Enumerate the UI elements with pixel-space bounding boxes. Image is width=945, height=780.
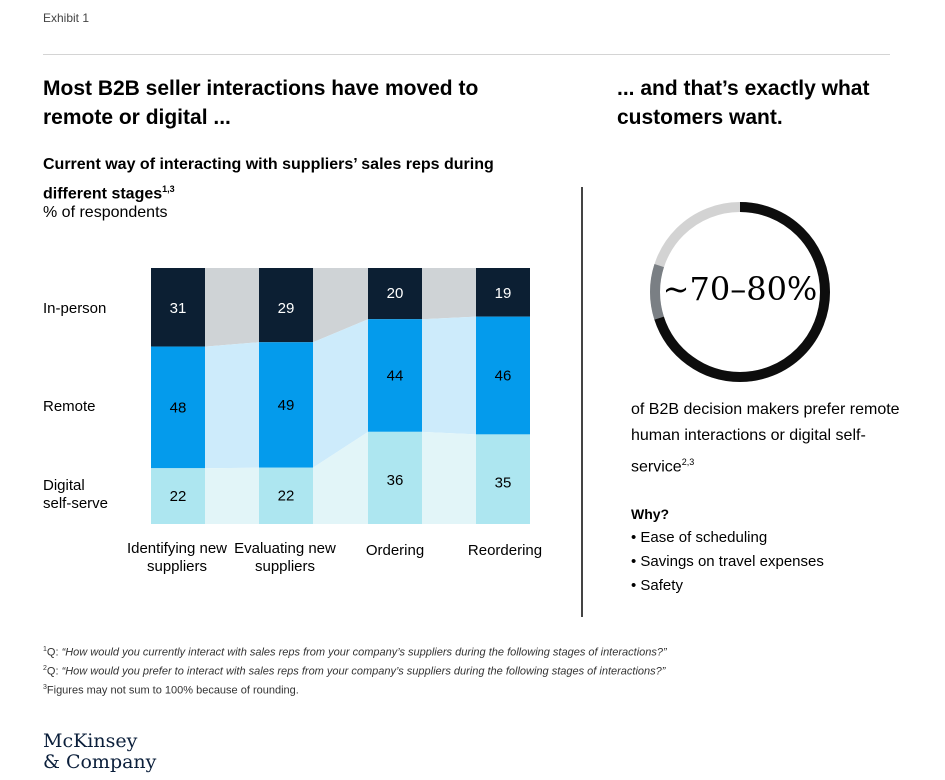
why-item-scheduling: • Ease of scheduling — [631, 529, 768, 546]
category-label-identifying: Identifying new suppliers — [126, 540, 228, 575]
bar-remote-0 — [151, 346, 205, 469]
row-label-in-person: In-person — [43, 300, 107, 317]
connector-in-person-1 — [313, 268, 368, 343]
value-label-in-person-1: 29 — [278, 300, 295, 317]
connector-in-person-2 — [422, 268, 476, 320]
donut-description-sup: 2,3 — [681, 457, 695, 467]
footnote-3-sup: 3 — [43, 684, 47, 691]
right-headline: ... and that’s exactly what customers wa… — [617, 77, 870, 129]
left-headline: Most B2B seller interactions have moved … — [43, 77, 479, 129]
chart-subtitle-text: Current way of interacting with supplier… — [43, 156, 494, 203]
value-label-in-person-0: 31 — [170, 300, 187, 317]
footnote-1-text: “How would you currently interact with s… — [61, 646, 667, 659]
donut-chart — [650, 202, 830, 382]
value-label-digital-1: 22 — [278, 488, 295, 505]
footnote-3-text: Figures may not sum to 100% because of r… — [46, 684, 299, 697]
why-item-travel: • Savings on travel expenses — [631, 553, 824, 570]
value-label-remote-1: 49 — [278, 397, 295, 414]
exhibit-label: Exhibit 1 — [43, 11, 90, 25]
category-label-evaluating: Evaluating new suppliers — [234, 540, 336, 575]
bar-digital-1 — [259, 467, 313, 524]
row-label-remote: Remote — [43, 398, 96, 415]
chart-subtitle: Current way of interacting with supplier… — [43, 153, 513, 206]
chart-unit: % of respondents — [43, 204, 168, 221]
donut-description: of B2B decision makers prefer remote hum… — [631, 397, 911, 480]
footnote-1-prefix: Q: — [46, 646, 62, 659]
bar-digital-0 — [151, 468, 205, 524]
row-label-digital-self-serve: Digital self-serve — [43, 477, 109, 512]
donut-value: ~70–80% — [662, 270, 818, 308]
logo-line-2: & Company — [43, 751, 157, 773]
value-label-remote-0: 48 — [170, 399, 187, 416]
footnote-2: 2Q: “How would you prefer to interact wi… — [43, 665, 665, 678]
value-label-remote-2: 44 — [387, 368, 404, 385]
category-label-reordering: Reordering — [467, 542, 543, 559]
bar-in-person-1 — [259, 268, 313, 343]
bar-in-person-0 — [151, 268, 205, 347]
category-label-ordering: Ordering — [365, 542, 425, 559]
chart-subtitle-sup: 1,3 — [162, 184, 175, 194]
bar-in-person-2 — [368, 268, 422, 320]
why-title: Why? — [631, 506, 670, 522]
value-label-digital-0: 22 — [170, 488, 187, 505]
footnote-2-prefix: Q: — [46, 665, 62, 678]
connector-remote-0 — [205, 342, 259, 469]
value-label-digital-2: 36 — [387, 472, 404, 489]
connector-digital-2 — [422, 431, 476, 524]
footnote-1: 1Q: “How would you currently interact wi… — [43, 646, 667, 659]
panel-divider — [581, 187, 583, 617]
value-label-digital-3: 35 — [495, 474, 512, 491]
top-divider — [43, 54, 890, 55]
value-label-in-person-3: 19 — [495, 285, 512, 302]
value-label-remote-3: 46 — [495, 368, 512, 385]
mckinsey-logo: McKinsey & Company — [43, 731, 156, 773]
connector-remote-2 — [422, 316, 476, 435]
logo-line-1: McKinsey — [43, 730, 138, 752]
bar-remote-1 — [259, 342, 313, 468]
footnote-1-sup: 1 — [43, 646, 47, 653]
bar-digital-2 — [368, 431, 422, 524]
donut-description-text: of B2B decision makers prefer remote hum… — [631, 401, 900, 476]
footnote-2-text: “How would you prefer to interact with s… — [61, 665, 666, 678]
bar-digital-3 — [476, 434, 530, 524]
connector-in-person-0 — [205, 268, 259, 347]
connector-digital-1 — [313, 431, 368, 524]
connector-remote-1 — [313, 319, 368, 468]
donut-black-segment — [650, 202, 830, 382]
bar-in-person-3 — [476, 268, 530, 317]
connector-digital-0 — [205, 467, 259, 524]
why-item-safety: • Safety — [631, 577, 683, 594]
footnote-3: 3Figures may not sum to 100% because of … — [43, 684, 299, 697]
footnote-2-sup: 2 — [43, 665, 47, 672]
bar-remote-3 — [476, 316, 530, 435]
donut-gray-segment — [650, 202, 830, 382]
value-label-in-person-2: 20 — [387, 285, 404, 302]
bar-remote-2 — [368, 319, 422, 432]
